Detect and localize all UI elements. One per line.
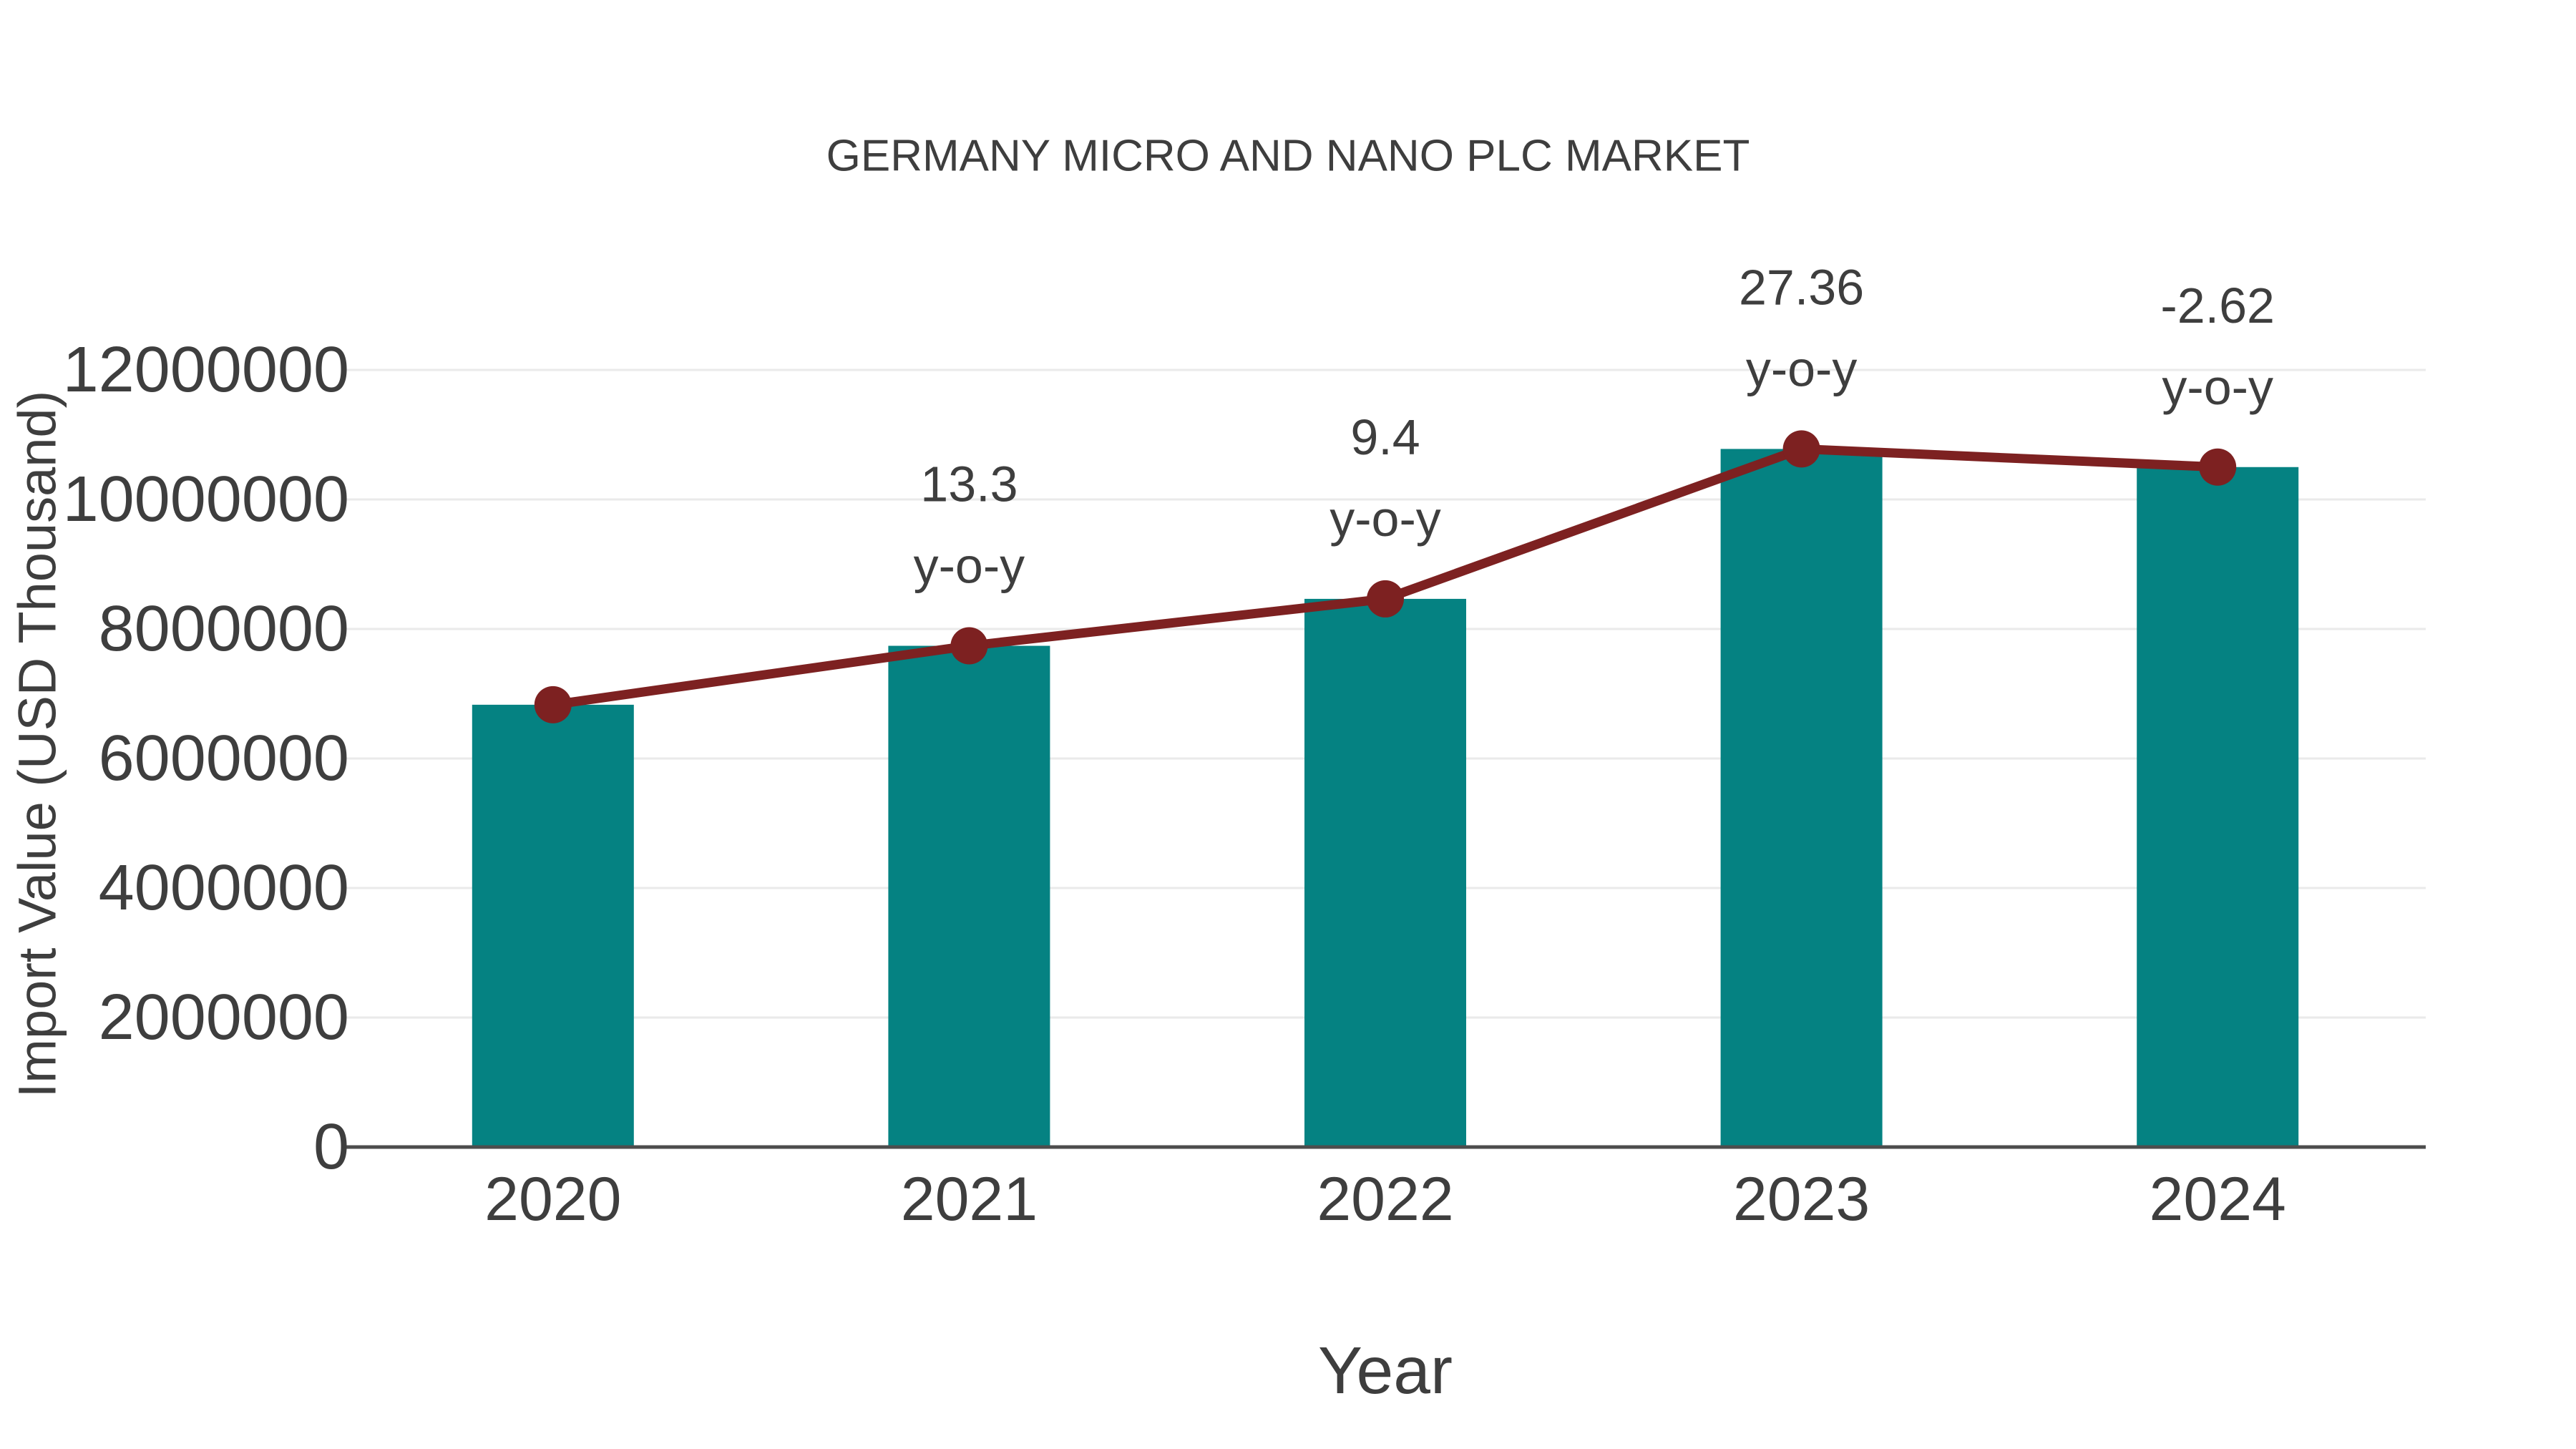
data-point-marker (1367, 580, 1404, 618)
annotation-suffix: y-o-y (1746, 341, 1858, 396)
y-tick-label: 4000000 (99, 852, 349, 924)
y-tick-label: 12000000 (63, 334, 349, 406)
x-tick-labels-layer: 2020 2021 2022 2023 2024 (484, 1165, 2286, 1234)
x-tick-label: 2024 (2150, 1165, 2286, 1234)
data-point-marker (950, 627, 988, 665)
y-tick-label: 2000000 (99, 982, 349, 1053)
line-series-layer (534, 430, 2237, 723)
annotation-value: -2.62 (2160, 278, 2275, 333)
bar (1720, 449, 1883, 1147)
annotation-suffix: y-o-y (914, 538, 1025, 594)
chart-title: GERMANY MICRO AND NANO PLC MARKET (826, 132, 1750, 181)
y-axis-title: Import Value (USD Thousand) (8, 391, 67, 1098)
y-tick-label: 6000000 (99, 723, 349, 794)
bar (2137, 467, 2299, 1147)
annotation-value: 27.36 (1739, 259, 1864, 315)
data-point-marker (534, 686, 572, 723)
y-tick-labels-layer: 0 2000000 4000000 6000000 8000000 10000000 120… (63, 334, 349, 1183)
annotation-suffix: y-o-y (1330, 491, 1441, 547)
x-tick-label: 2020 (484, 1165, 621, 1234)
x-tick-label: 2023 (1733, 1165, 1870, 1234)
x-tick-label: 2021 (901, 1165, 1038, 1234)
annotation-value: 13.3 (920, 457, 1018, 512)
x-axis-title: Year (1318, 1333, 1453, 1407)
data-point-marker (1782, 430, 1820, 468)
bar (1304, 598, 1466, 1147)
bar-series-layer (472, 449, 2299, 1147)
annotation-suffix: y-o-y (2162, 359, 2273, 415)
bar (472, 704, 634, 1147)
y-tick-label: 8000000 (99, 593, 349, 665)
bar (888, 645, 1050, 1147)
x-tick-label: 2022 (1317, 1165, 1453, 1234)
annotation-value: 9.4 (1350, 409, 1420, 465)
data-point-marker (2199, 448, 2237, 486)
y-tick-label: 10000000 (63, 464, 349, 535)
y-tick-label: 0 (313, 1111, 349, 1183)
annotations-layer: 13.3 y-o-y 9.4 y-o-y 27.36 y-o-y -2.62 y-o-y (914, 259, 2275, 593)
